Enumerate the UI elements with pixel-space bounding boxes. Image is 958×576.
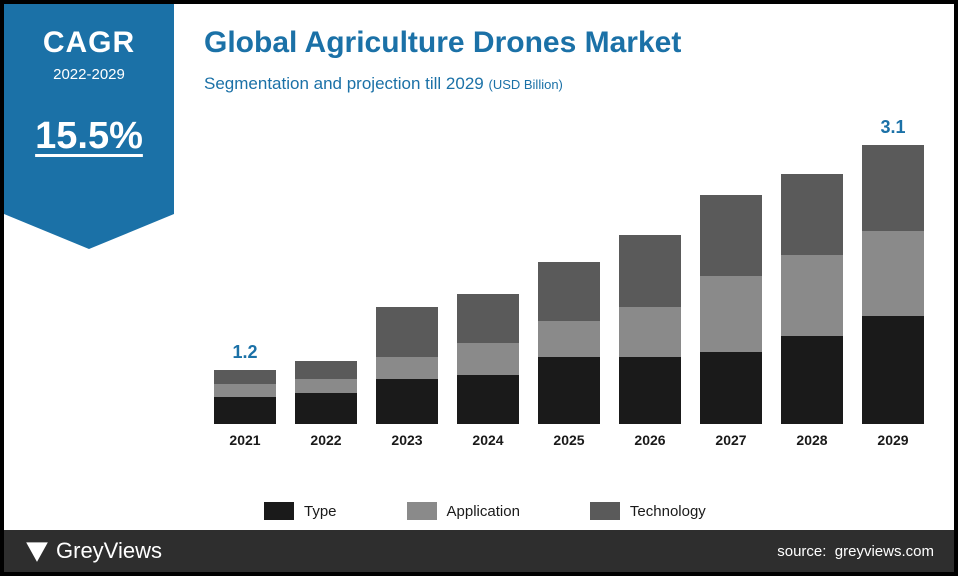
x-axis-label: 2024	[457, 432, 519, 448]
bar-stack	[619, 235, 681, 424]
bar-segment-type	[619, 357, 681, 425]
bar-segment-application	[862, 231, 924, 317]
legend-label-type: Type	[304, 503, 337, 520]
x-axis-label: 2025	[538, 432, 600, 448]
bar-segment-technology	[214, 370, 276, 384]
bar-segment-application	[295, 379, 357, 393]
bar-stack	[538, 262, 600, 424]
brand-icon	[24, 538, 50, 564]
brand-name: GreyViews	[56, 538, 162, 564]
bar-segment-type	[538, 357, 600, 425]
x-axis-label: 2029	[862, 432, 924, 448]
cagr-title: CAGR	[4, 26, 174, 60]
x-axis: 2021 2022 2023 2024 2025 2026 2027 2028 2029	[204, 432, 934, 448]
bar-group	[700, 167, 762, 425]
bar-stack	[295, 361, 357, 424]
bar-stack	[781, 174, 843, 424]
subtitle-text: Segmentation and projection till 2029	[204, 74, 484, 93]
bar-segment-type	[700, 352, 762, 424]
footer-bar: GreyViews source: greyviews.com	[4, 530, 954, 572]
cagr-value: 15.5%	[4, 115, 174, 158]
legend-label-technology: Technology	[630, 503, 706, 520]
legend-swatch-technology	[590, 502, 620, 520]
page-title: Global Agriculture Drones Market	[204, 26, 681, 60]
page-subtitle: Segmentation and projection till 2029 (U…	[204, 74, 681, 94]
bar-group	[781, 146, 843, 424]
bar-segment-technology	[457, 294, 519, 344]
bar-segment-application	[376, 357, 438, 380]
source-label: source:	[777, 543, 826, 560]
bar-segment-technology	[619, 235, 681, 307]
bar-segment-type	[295, 393, 357, 425]
bar-segment-application	[700, 276, 762, 353]
bar-stack	[214, 370, 276, 424]
bar-group	[376, 279, 438, 424]
bar-segment-technology	[538, 262, 600, 321]
bar-segment-type	[781, 336, 843, 424]
legend-item-technology: Technology	[590, 502, 706, 520]
x-axis-label: 2022	[295, 432, 357, 448]
bar-segment-technology	[295, 361, 357, 379]
legend-item-application: Application	[407, 502, 520, 520]
subtitle-unit: (USD Billion)	[488, 77, 562, 92]
infographic-frame: CAGR 2022-2029 15.5% Global Agriculture …	[0, 0, 958, 576]
bar-segment-technology	[700, 195, 762, 276]
x-axis-label: 2021	[214, 432, 276, 448]
cagr-badge: CAGR 2022-2029 15.5%	[4, 4, 174, 214]
source-url: greyviews.com	[835, 543, 934, 560]
bar-segment-type	[862, 316, 924, 424]
bar-segment-technology	[781, 174, 843, 255]
bar-segment-application	[781, 255, 843, 336]
bar-segment-type	[457, 375, 519, 425]
bar-segment-type	[376, 379, 438, 424]
bar-segment-type	[214, 397, 276, 424]
cagr-period: 2022-2029	[4, 66, 174, 83]
x-axis-label: 2027	[700, 432, 762, 448]
bar-segment-application	[538, 321, 600, 357]
bar-segment-technology	[376, 307, 438, 357]
bar-segment-application	[214, 384, 276, 398]
x-axis-label: 2026	[619, 432, 681, 448]
bar-segment-technology	[862, 145, 924, 231]
bar-stack	[457, 294, 519, 425]
bars-area: 1.23.1	[204, 134, 934, 424]
bar-chart: 1.23.1 202120222023202420252026202720282…	[204, 134, 934, 474]
source-text: source: greyviews.com	[777, 543, 934, 560]
bar-stack	[700, 195, 762, 425]
bar-segment-application	[457, 343, 519, 375]
chart-header: Global Agriculture Drones Market Segment…	[204, 26, 681, 94]
legend-swatch-type	[264, 502, 294, 520]
legend-item-type: Type	[264, 502, 337, 520]
bar-group	[457, 266, 519, 425]
bar-value-label: 3.1	[880, 117, 905, 139]
legend-label-application: Application	[447, 503, 520, 520]
bar-group	[295, 333, 357, 424]
bar-stack	[862, 145, 924, 424]
bar-group	[538, 234, 600, 424]
x-axis-label: 2028	[781, 432, 843, 448]
bar-segment-application	[619, 307, 681, 357]
bar-group: 3.1	[862, 117, 924, 424]
chart-legend: Type Application Technology	[264, 502, 706, 520]
bar-value-label: 1.2	[232, 342, 257, 364]
brand-logo: GreyViews	[24, 538, 162, 564]
x-axis-label: 2023	[376, 432, 438, 448]
bar-group	[619, 207, 681, 424]
legend-swatch-application	[407, 502, 437, 520]
bar-stack	[376, 307, 438, 424]
bar-group: 1.2	[214, 342, 276, 424]
